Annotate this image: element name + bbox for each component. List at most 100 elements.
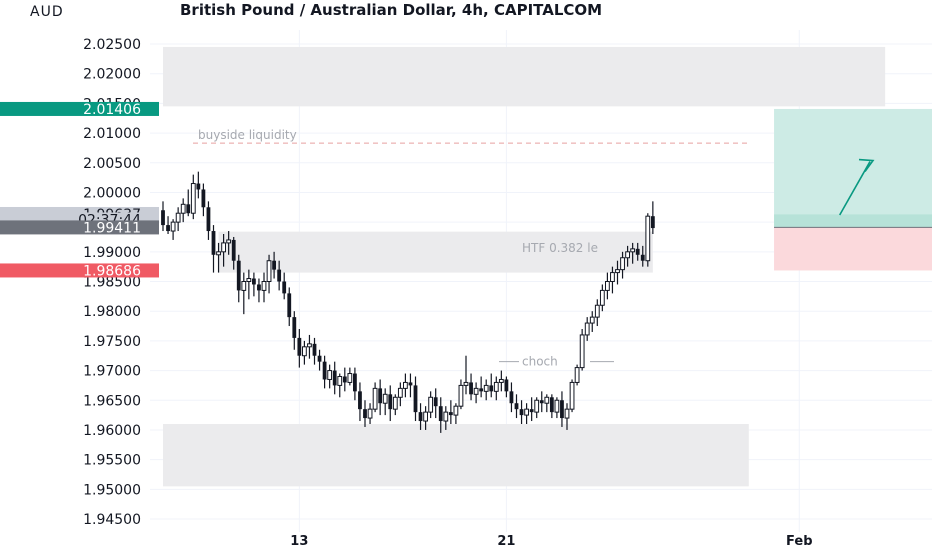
candle-body-down xyxy=(433,397,438,407)
entry-price-label: 1.99411 xyxy=(83,220,141,236)
price-tick-label: 1.95000 xyxy=(83,482,141,498)
candle-body-up xyxy=(180,203,186,214)
candle-body-down xyxy=(353,373,357,392)
zone-rect xyxy=(163,46,886,107)
price-tick-label: 1.98000 xyxy=(83,304,141,320)
choch-label: choch xyxy=(522,355,558,369)
price-tick-label: 2.00000 xyxy=(83,185,141,201)
target-price-label-badge xyxy=(0,101,159,116)
candle-body-down xyxy=(539,400,544,404)
candle-body-up xyxy=(392,396,398,410)
price-tick-label: 1.98500 xyxy=(83,275,141,291)
candle-body-up xyxy=(261,281,267,291)
candle-body-up xyxy=(620,257,625,271)
candle-body-down xyxy=(257,284,261,291)
long-position-tool[interactable] xyxy=(774,108,932,271)
candle-body-down xyxy=(650,216,655,229)
candle-body-down xyxy=(317,355,322,362)
candle-body-up xyxy=(403,381,408,389)
candle-body-up xyxy=(347,373,353,383)
candle-body-up xyxy=(493,381,499,392)
time-tick-label: 21 xyxy=(497,534,515,549)
price-tick-label: 2.00500 xyxy=(83,156,141,172)
candle-body-down xyxy=(252,278,256,285)
candle-body-down xyxy=(161,210,165,226)
chart-title: British Pound / Australian Dollar, 4h, C… xyxy=(180,1,603,19)
candle-body-up xyxy=(443,411,449,422)
candle-body-up xyxy=(327,370,333,380)
htf-level-label: HTF 0.382 le xyxy=(522,241,598,255)
candle-body-up xyxy=(605,281,610,291)
candle-body-up xyxy=(534,399,540,413)
stop-price-label: 1.98686 xyxy=(83,263,141,279)
candle-body-down xyxy=(297,337,302,356)
candle-body-down xyxy=(206,207,211,232)
candle-body-up xyxy=(594,304,600,318)
candle-body-down xyxy=(186,204,191,214)
candle-body-up xyxy=(645,215,651,262)
candle-body-down xyxy=(509,391,514,404)
candle-body-down xyxy=(489,385,494,392)
chart-annotations: buyside liquidity HTF 0.382 le choch xyxy=(193,128,748,369)
candle-body-up xyxy=(599,289,605,306)
candle-body-up xyxy=(423,411,429,422)
candle-body-up xyxy=(544,396,550,404)
candle-body-up xyxy=(367,408,373,419)
candle-body-up xyxy=(397,387,403,398)
candle-body-up xyxy=(569,381,575,410)
candle-body-up xyxy=(428,396,434,413)
candle-body-up xyxy=(473,387,479,395)
candle-body-down xyxy=(363,409,367,419)
candle-body-down xyxy=(529,409,534,413)
target-price-label: 2.01406 xyxy=(83,102,141,118)
price-tick-label: 2.02500 xyxy=(83,37,141,53)
price-tick-label: 1.99000 xyxy=(83,245,141,261)
price-tick-label: 1.96000 xyxy=(83,423,141,439)
candle-body-down xyxy=(479,388,484,392)
candle-body-down xyxy=(166,225,170,232)
candle-body-down xyxy=(504,379,509,392)
zone-rect xyxy=(163,424,749,487)
entry-price-label-badge xyxy=(0,220,159,235)
candle-body-down xyxy=(388,394,393,410)
price-tick-label: 1.97000 xyxy=(83,364,141,380)
candle-body-down xyxy=(378,388,383,404)
candle-body-down xyxy=(196,183,201,190)
candle-body-down xyxy=(342,376,347,383)
candle-body-up xyxy=(463,381,469,386)
candle-body-up xyxy=(246,278,252,282)
candle-body-down xyxy=(549,397,554,413)
candle-body-up xyxy=(458,384,464,407)
candle-body-up xyxy=(226,239,232,244)
candle-body-down xyxy=(358,391,362,410)
price-tick-label: 1.96500 xyxy=(83,393,141,409)
profit-zone xyxy=(774,108,932,228)
candle-body-down xyxy=(438,406,443,422)
candle-body-down xyxy=(236,260,241,291)
candle-body-down xyxy=(408,382,413,386)
candle-body-down xyxy=(201,189,206,208)
candle-body-up xyxy=(216,251,221,256)
candle-body-up xyxy=(579,334,585,369)
buyside-liquidity-label: buyside liquidity xyxy=(198,128,297,142)
candle-body-up xyxy=(625,251,631,259)
candle-body-down xyxy=(277,269,282,282)
candle-body-up xyxy=(574,367,580,383)
price-tick-label: 1.97500 xyxy=(83,334,141,350)
currency-label: AUD xyxy=(30,4,64,20)
stop-price-label-badge xyxy=(0,263,159,278)
candle-body-down xyxy=(292,317,297,338)
time-tick-label: 13 xyxy=(290,534,308,549)
candlestick-series xyxy=(161,171,655,433)
candle-body-up xyxy=(221,242,226,253)
candle-body-down xyxy=(448,412,453,416)
supply-demand-zones xyxy=(163,46,886,487)
time-axis[interactable]: 13 21 Feb xyxy=(290,534,812,549)
candle-body-up xyxy=(382,393,388,404)
candle-body-up xyxy=(372,387,378,410)
price-tick-label: 2.02000 xyxy=(83,67,141,83)
loss-zone xyxy=(774,227,932,271)
candle-body-up xyxy=(584,322,590,336)
